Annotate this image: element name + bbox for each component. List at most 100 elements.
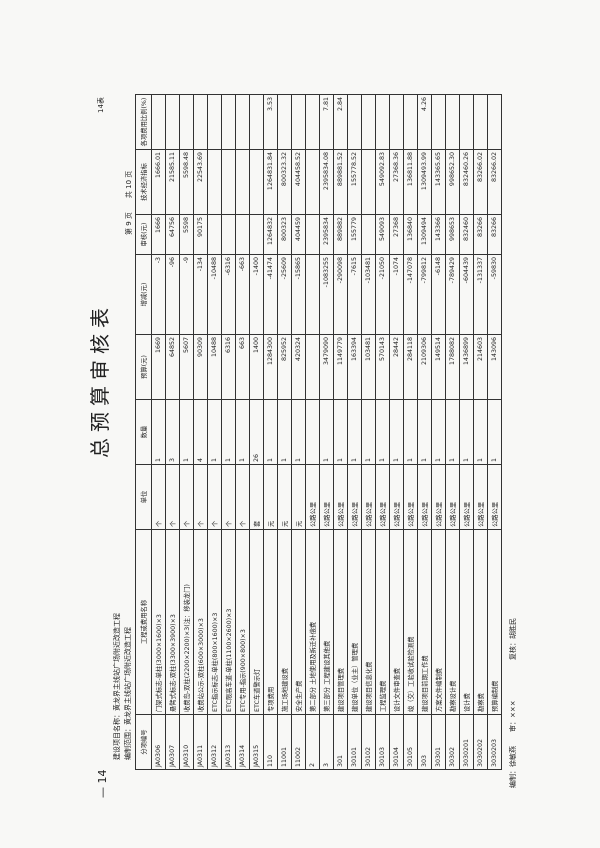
reviewed-by: 复核：胡胜民: [509, 618, 517, 660]
table-cell: 832460.26: [459, 149, 474, 215]
table-cell: JA0307: [165, 714, 180, 770]
table-cell: -131337: [473, 254, 488, 335]
column-header: 增减(元): [135, 254, 152, 335]
table-cell: -789429: [445, 254, 460, 335]
table-cell: [361, 149, 376, 215]
table-cell: 1: [333, 399, 348, 465]
table-cell: 155779: [347, 214, 362, 255]
table-cell: 110: [263, 714, 278, 770]
table-cell: [375, 94, 390, 150]
table-row: 30101 建设单位（业主）管理费 公路公里 1 163394 -7615 155779 15…: [347, 94, 362, 770]
table-cell: 建设单位（业主）管理费: [347, 529, 362, 715]
table-cell: [347, 94, 362, 150]
table-cell: [221, 214, 236, 255]
table-cell: 1: [389, 399, 404, 465]
table-cell: -6316: [221, 254, 236, 335]
table-cell: 施工场地建设费: [277, 529, 292, 715]
table-cell: 个: [179, 464, 194, 530]
table-cell: 64852: [165, 334, 180, 400]
table-row: JA0312 ETC指示标志-单柱(800×1600)×3 个 1 10488 -1048…: [207, 94, 222, 770]
table-row: JA0313 ETC限高车道-单柱(1100×2600)×3 个 1 6316 -6316: [221, 94, 236, 770]
table-cell: 30103: [375, 714, 390, 770]
table-cell: 建设项目前期工作费: [417, 529, 432, 715]
table-cell: 301: [333, 714, 348, 770]
table-row: 30301 方案文件编制费 公路公里 1 149514 -6148 143366 143365…: [431, 94, 446, 770]
table-cell: 549092.83: [375, 149, 390, 215]
table-cell: 11001: [277, 714, 292, 770]
table-cell: 公路公里: [375, 464, 390, 530]
table-cell: -21050: [375, 254, 390, 335]
table-cell: -15865: [291, 254, 306, 335]
table-cell: 公路公里: [403, 464, 418, 530]
table-cell: 998653: [445, 214, 460, 255]
table-cell: 公路公里: [347, 464, 362, 530]
table-cell: 1666: [151, 214, 166, 255]
table-cell: -3: [151, 254, 166, 335]
table-cell: 公路公里: [389, 464, 404, 530]
table-cell: 1: [487, 399, 502, 465]
table-cell: -10488: [207, 254, 222, 335]
table-row: JA0306 门架式标志-单柱(3000×1600)×3 个 1 1669 -3 1666 1…: [151, 94, 166, 770]
table-cell: 第二部分 土地使用及拆迁补偿费: [305, 529, 320, 715]
table-cell: 公路公里: [445, 464, 460, 530]
table-cell: -1400: [249, 254, 264, 335]
table-cell: 3479090: [319, 334, 334, 400]
table-cell: -1074: [389, 254, 404, 335]
table-row: 11001 施工场地建设费元 1 825952 -25609 800323 800323.3…: [277, 94, 292, 770]
table-cell: 825952: [277, 334, 292, 400]
table-cell: -147078: [403, 254, 418, 335]
table-cell: ETC指示标志-单柱(800×1600)×3: [207, 529, 222, 715]
table-cell: 3.53: [263, 94, 278, 150]
table-cell: 3030201: [459, 714, 474, 770]
table-cell: -663: [235, 254, 250, 335]
table-cell: 30105: [403, 714, 418, 770]
budget-table: 分项编号 工程或费用名称 单位 数量 预算(元) 增减(元) 审核(元) 技术经济指标 各项费用…: [135, 94, 502, 770]
table-cell: 30301: [431, 714, 446, 770]
table-cell: 个: [235, 464, 250, 530]
table-cell: [221, 94, 236, 150]
table-row: 30105 竣（交）工验收试验检测费 公路公里 1 284118 -147078 13684…: [403, 94, 418, 770]
table-cell: [305, 94, 320, 150]
column-header: 预算(元): [135, 334, 152, 400]
table-row: JA0311 收费站公示-双柱(600×3000)×3 个 4 90309 -134 901…: [193, 94, 208, 770]
table-cell: 1264831.84: [263, 149, 278, 215]
table-cell: [207, 214, 222, 255]
table-cell: 103481: [361, 334, 376, 400]
table-cell: JA0310: [179, 714, 194, 770]
table-cell: 155778.52: [347, 149, 362, 215]
table-cell: 公路公里: [305, 464, 320, 530]
table-row: 2 第二部分 土地使用及拆迁补偿费 公路公里: [305, 94, 320, 770]
table-cell: [193, 94, 208, 150]
table-cell: [431, 94, 446, 150]
table-cell: 个: [193, 464, 208, 530]
table-cell: 3: [165, 399, 180, 465]
table-cell: 21585.11: [165, 149, 180, 215]
table-cell: 28442: [389, 334, 404, 400]
table-cell: 90175: [193, 214, 208, 255]
table-cell: 5607: [179, 334, 194, 400]
table-cell: 163394: [347, 334, 362, 400]
table-cell: 设计费: [459, 529, 474, 715]
table-cell: 工程监理费: [375, 529, 390, 715]
table-cell: [305, 254, 320, 335]
table-cell: [389, 94, 404, 150]
table-cell: 5598: [179, 214, 194, 255]
table-cell: 预算编制费: [487, 529, 502, 715]
table-cell: 个: [165, 464, 180, 530]
table-body: JA0306 门架式标志-单柱(3000×1600)×3 个 1 1669 -3 1666 1…: [151, 94, 502, 770]
table-cell: 个: [207, 464, 222, 530]
table-cell: [361, 214, 376, 255]
table-cell: 竣（交）工验收试验检测费: [403, 529, 418, 715]
table-cell: 284118: [403, 334, 418, 400]
table-cell: 公路公里: [319, 464, 334, 530]
table-cell: [277, 94, 292, 150]
table-cell: 83266: [487, 214, 502, 255]
table-cell: [235, 214, 250, 255]
table-cell: 勘察费: [473, 529, 488, 715]
table-cell: 收费站公示-双柱(600×3000)×3: [193, 529, 208, 715]
table-cell: 1400: [249, 334, 264, 400]
table-cell: [151, 94, 166, 150]
table-cell: -9: [179, 254, 194, 335]
